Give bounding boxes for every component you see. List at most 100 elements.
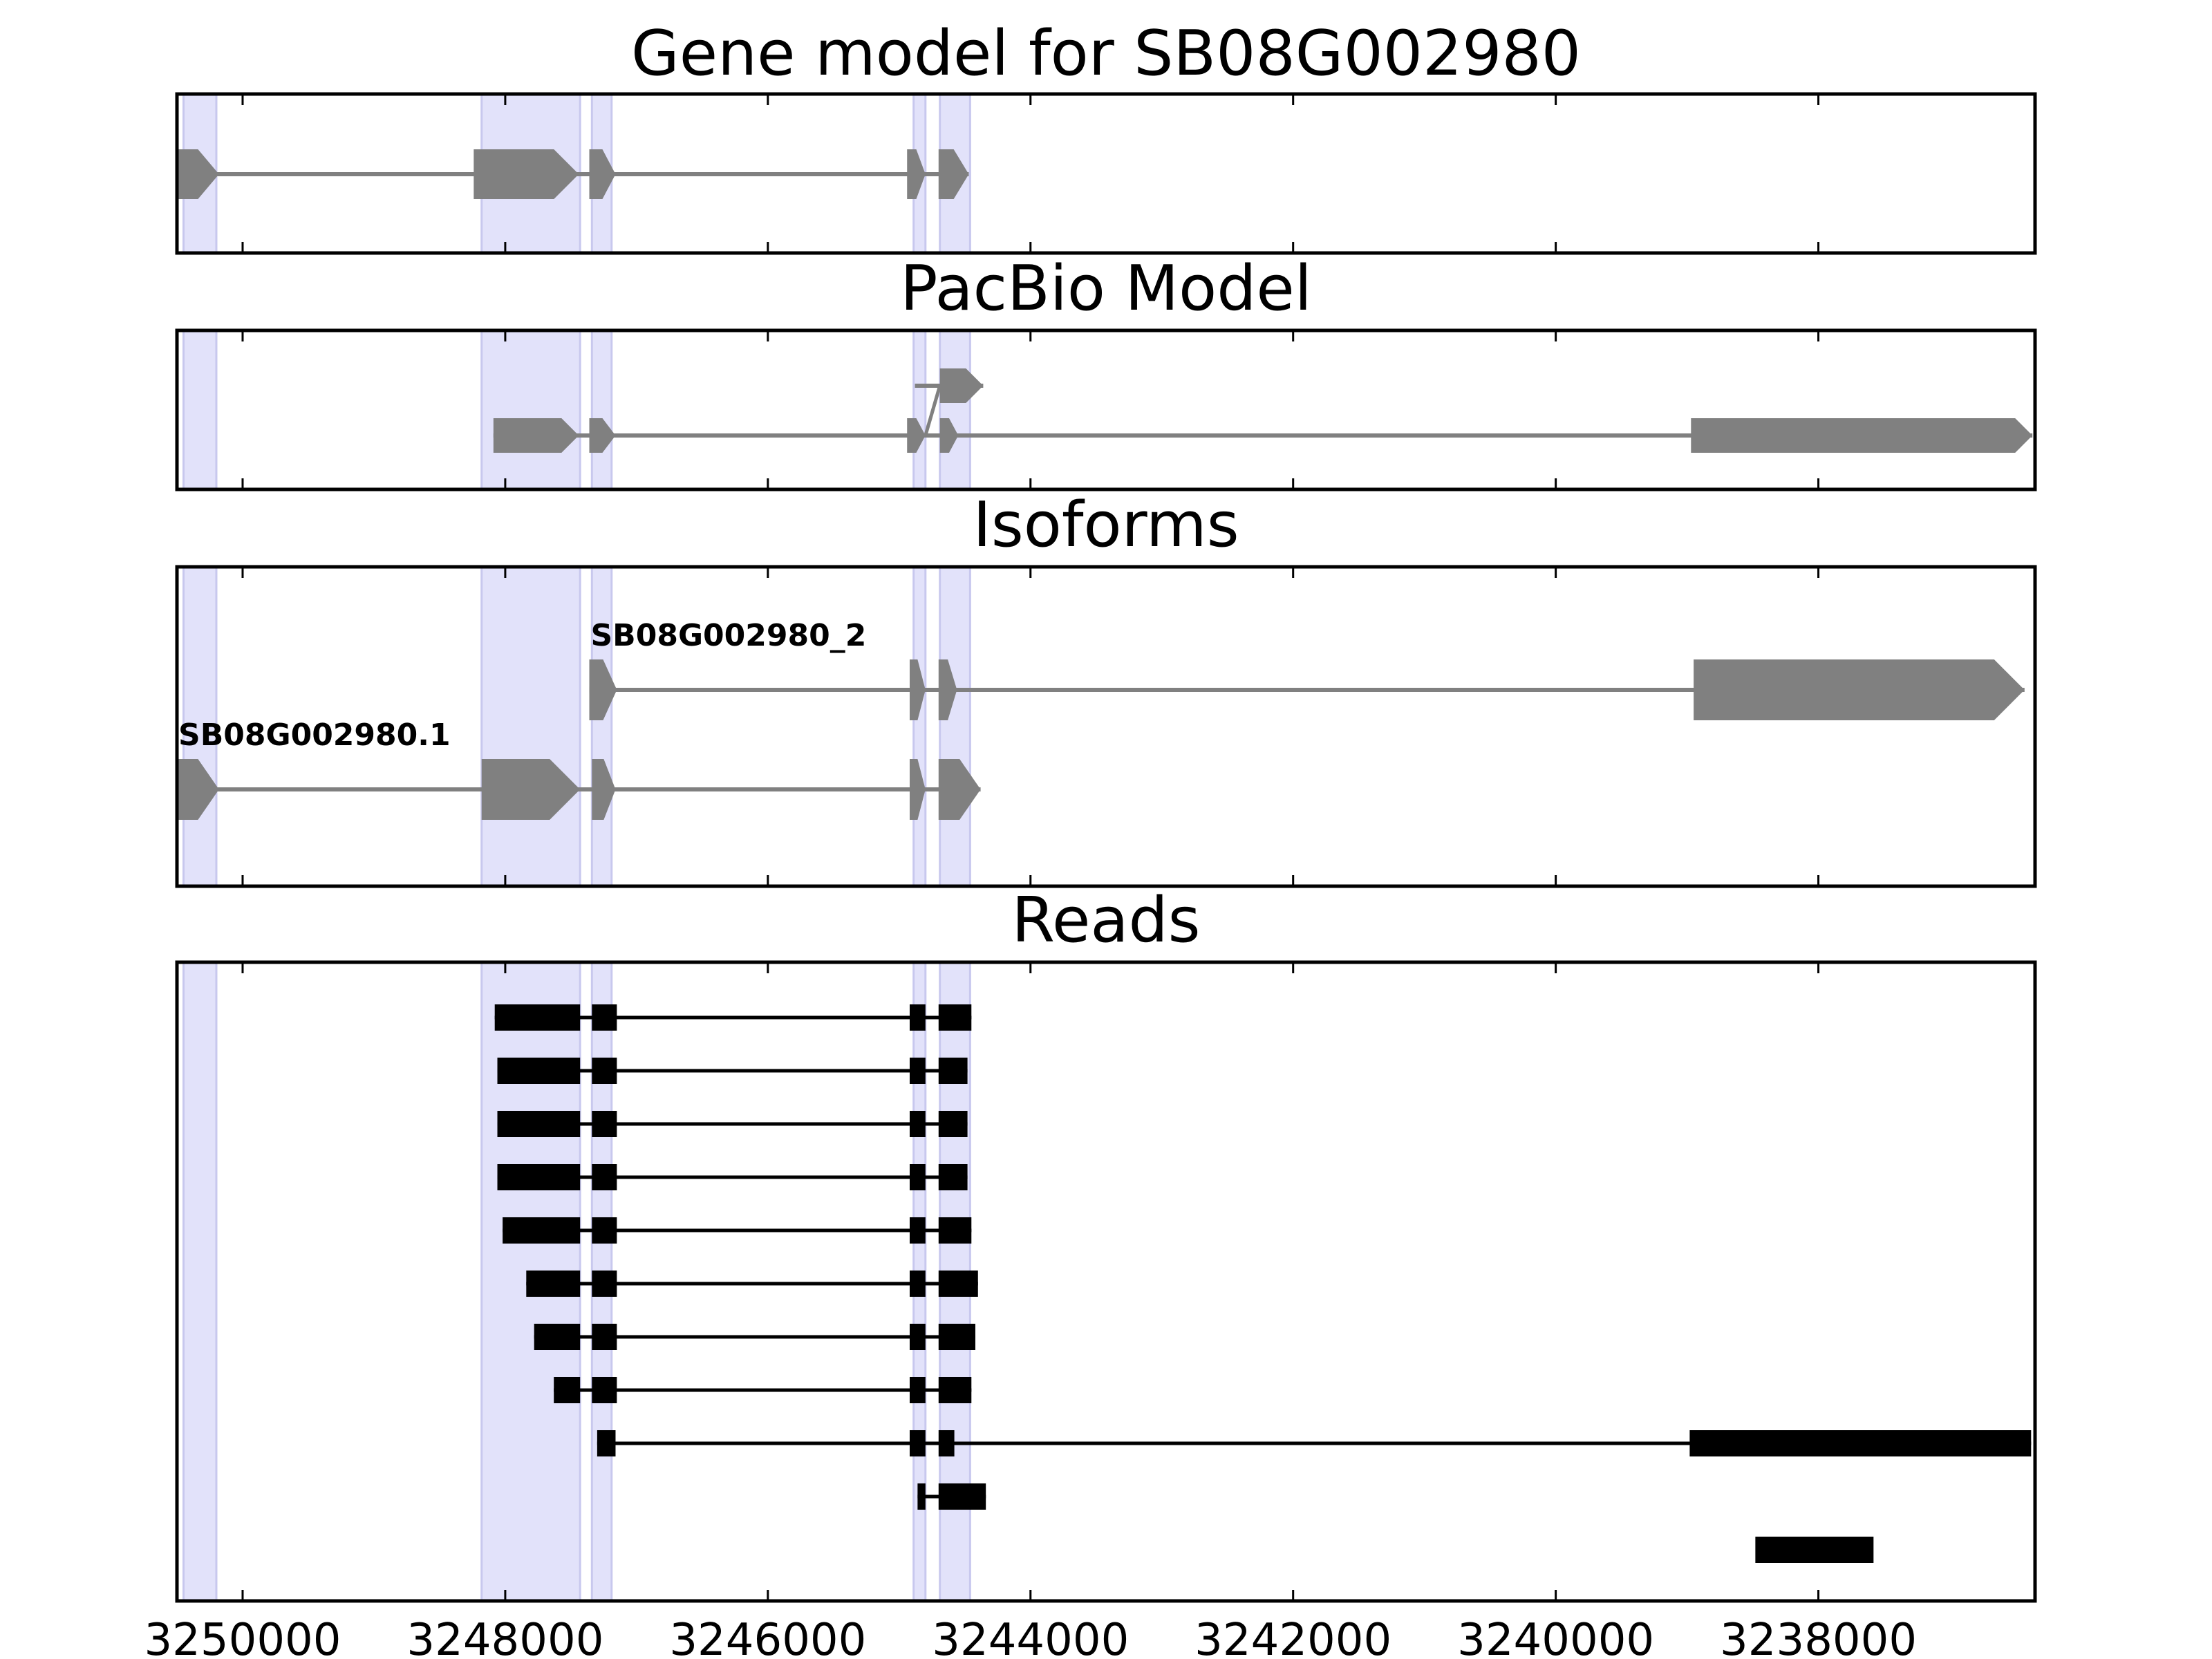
- read-exon-block: [592, 1271, 617, 1297]
- read-exon-block: [592, 1004, 617, 1031]
- exon-shape: [938, 149, 969, 199]
- pacbio-model-frame: [175, 328, 2037, 491]
- exon-shape: [910, 759, 926, 820]
- pacbio-model-marks: [493, 368, 2033, 453]
- read-exon-block: [938, 1004, 972, 1031]
- highlight-band: [912, 565, 927, 888]
- read-exon-block: [910, 1324, 926, 1350]
- isoforms-ticks: [241, 567, 1820, 886]
- highlight-band: [912, 329, 927, 491]
- pacbio-model-ticks: [241, 330, 1820, 489]
- isoforms-frame: [175, 565, 2037, 888]
- x-tick-label: 3242000: [1194, 1615, 1391, 1659]
- exon-shape: [589, 149, 616, 199]
- isoforms-title: Isoforms: [973, 489, 1239, 561]
- read-exon-block: [938, 1058, 968, 1084]
- read-exon-block: [526, 1271, 581, 1297]
- read-exon-block: [497, 1111, 581, 1137]
- read-exon-block: [592, 1058, 617, 1084]
- highlight-band: [182, 961, 218, 1602]
- gene-model-frame: [175, 92, 2037, 255]
- read-exon-block: [938, 1324, 975, 1350]
- pacbio-model-title: PacBio Model: [900, 252, 1312, 325]
- exon-shape: [177, 149, 219, 199]
- read-exon-block: [938, 1164, 968, 1190]
- x-tick-label: 3246000: [669, 1615, 866, 1659]
- read-exon-block: [910, 1004, 926, 1031]
- x-tick-label: 3248000: [406, 1615, 603, 1659]
- reads-title: Reads: [1011, 884, 1200, 957]
- exon-shape: [910, 659, 926, 720]
- pacbio-model-highlights: [182, 329, 971, 491]
- highlight-band: [480, 329, 581, 491]
- read-exon-block: [494, 1004, 581, 1031]
- read-exon-block: [938, 1377, 972, 1403]
- read-exon-block: [938, 1217, 972, 1244]
- read-exon-block: [592, 1111, 617, 1137]
- read-exon-block: [592, 1164, 617, 1190]
- exon-shape: [177, 759, 219, 820]
- highlight-band: [939, 565, 971, 888]
- gene-model-ticks: [241, 94, 1820, 253]
- highlight-band: [590, 565, 613, 888]
- exon-shape: [1694, 659, 2025, 720]
- isoforms-marks: SB08G002980_2 SB08G002980.1: [177, 618, 2025, 820]
- isoforms-panel: Isoforms SB08G002980_2 SB08G002980.1: [175, 489, 2037, 888]
- gene-model-marks: [177, 149, 969, 199]
- read-exon-block: [938, 1271, 978, 1297]
- read-exon-block: [554, 1377, 581, 1403]
- read-exon-block: [910, 1430, 926, 1456]
- exon-shape: [474, 149, 579, 199]
- read-exon-block: [910, 1217, 926, 1244]
- exon-shape: [939, 418, 959, 453]
- read-exon-block: [592, 1217, 617, 1244]
- highlight-band: [480, 565, 581, 888]
- exon-shape: [1691, 418, 2033, 453]
- read-exon-block: [1689, 1430, 2032, 1456]
- x-tick-label: 3244000: [932, 1615, 1129, 1659]
- exon-shape: [907, 418, 926, 453]
- read-exon-block: [497, 1164, 581, 1190]
- read-exon-block: [592, 1377, 617, 1403]
- exon-shape: [907, 149, 926, 199]
- read-exon-block: [497, 1058, 581, 1084]
- exon-shape: [589, 418, 616, 453]
- read-exon-block: [503, 1217, 581, 1244]
- exon-shape: [939, 368, 984, 403]
- reads-marks: [494, 1004, 2032, 1563]
- read-exon-block: [1755, 1537, 1874, 1563]
- intron-line: [924, 385, 942, 436]
- highlight-band: [590, 329, 613, 491]
- exon-shape: [589, 659, 617, 720]
- read-exon-block: [910, 1058, 926, 1084]
- x-tick-label: 3250000: [144, 1615, 341, 1659]
- read-exon-block: [938, 1430, 955, 1456]
- highlight-band: [182, 565, 218, 888]
- exon-shape: [481, 759, 581, 820]
- read-exon-block: [597, 1430, 616, 1456]
- gene-model-title: Gene model for SB08G002980: [631, 17, 1581, 90]
- x-tick-label: 3238000: [1720, 1615, 1917, 1659]
- read-exon-block: [534, 1324, 581, 1350]
- read-exon-block: [910, 1271, 926, 1297]
- read-exon-block: [938, 1111, 968, 1137]
- highlight-band: [939, 329, 971, 491]
- exon-shape: [592, 759, 616, 820]
- read-exon-block: [938, 1483, 986, 1510]
- read-exon-block: [910, 1111, 926, 1137]
- read-exon-block: [910, 1164, 926, 1190]
- x-tick-label: 3240000: [1457, 1615, 1654, 1659]
- pacbio-model-panel: PacBio Model: [175, 252, 2037, 491]
- exon-shape: [938, 759, 981, 820]
- reads-ticks: [241, 962, 1820, 1601]
- highlight-band: [182, 329, 218, 491]
- reads-panel: Reads: [175, 884, 2037, 1603]
- x-axis-tick-labels: 3250000 3248000 3246000 3244000 3242000 32400…: [144, 1615, 1917, 1659]
- isoforms-highlights: [182, 565, 971, 888]
- isoform-label: SB08G002980.1: [178, 718, 451, 753]
- read-exon-block: [917, 1483, 926, 1510]
- isoform-label: SB08G002980_2: [590, 618, 866, 653]
- read-exon-block: [910, 1377, 926, 1403]
